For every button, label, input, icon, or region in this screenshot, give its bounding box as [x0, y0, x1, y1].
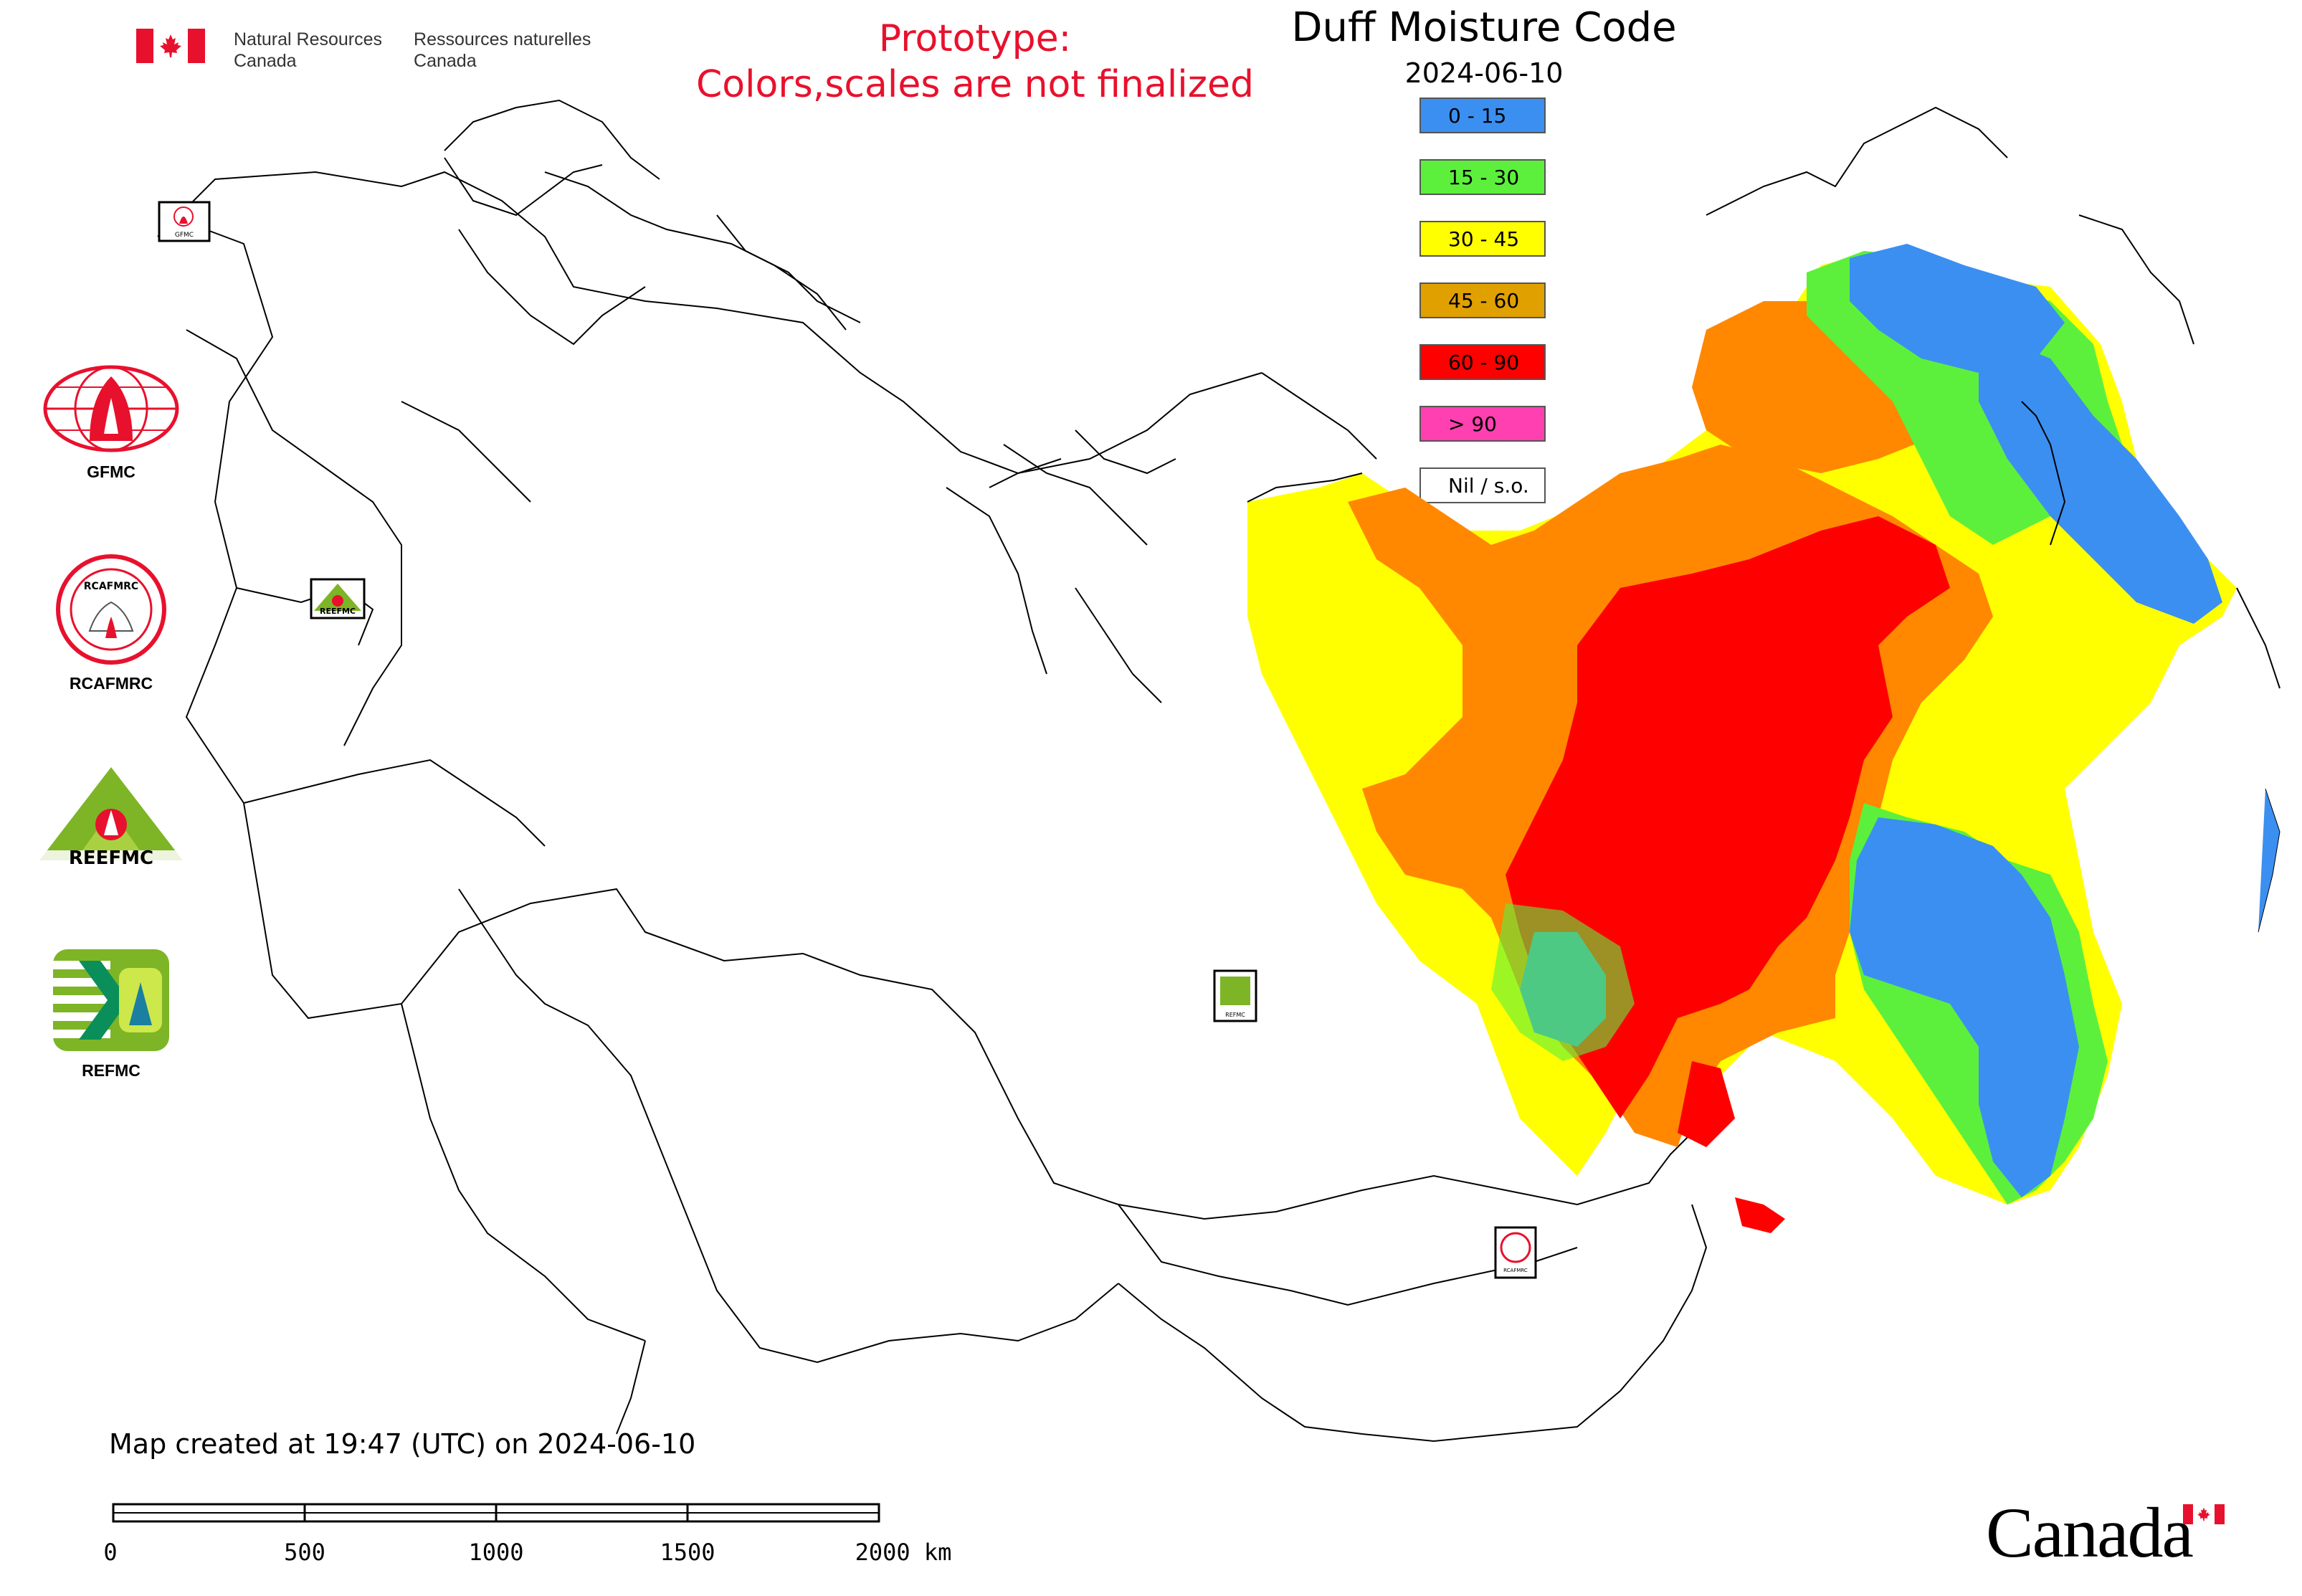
refmc-logo: REFMC [29, 946, 194, 1080]
map-created-text: Map created at 19:47 (UTC) on 2024-06-10 [109, 1428, 696, 1460]
scale-tick-0: 0 [103, 1539, 117, 1566]
reefmc-logo-icon: REEFMC [39, 767, 183, 869]
rcafmrc-logo: RCAFMRC RCAFMRC [29, 552, 194, 693]
canada-wordmark-flag-icon [2183, 1504, 2225, 1524]
legend-item-30-45: 30 - 45 [1419, 221, 1546, 257]
legend-item-60-90: 60 - 90 [1419, 344, 1546, 380]
rcafmrc-caption: RCAFMRC [69, 674, 153, 693]
coastlines [989, 106, 2280, 689]
refmc-badge-text: REFMC [1225, 1012, 1245, 1018]
legend-item-nil: Nil / s.o. [1419, 467, 1546, 503]
rcafmrc-badge-text: RCAFMRC [1503, 1268, 1528, 1273]
government-signature: Natural Resources Canada Ressources natu… [136, 29, 591, 72]
agency-name-fr: Ressources naturelles Canada [414, 29, 591, 71]
refmc-logo-icon [53, 949, 169, 1051]
legend-item-15-30: 15 - 30 [1419, 159, 1546, 195]
gfmc-map-badge: GFMC [158, 201, 211, 242]
canada-wordmark: Canada [1986, 1493, 2194, 1572]
reefmc-logo-text: REEFMC [69, 847, 153, 868]
map-title: Duff Moisture Code [1291, 4, 1677, 51]
scale-tick-1000: 1000 [468, 1539, 523, 1566]
agency-name-en: Natural Resources Canada [234, 29, 383, 71]
scale-tick-500: 500 [284, 1539, 325, 1566]
rcafmrc-map-badge: RCAFMRC [1494, 1226, 1537, 1279]
rcafmrc-inner-text: RCAFMRC [84, 581, 138, 592]
prototype-notice: Prototype: Colors,scales are not finaliz… [695, 17, 1255, 106]
reefmc-logo: REEFMC [29, 767, 194, 870]
scale-tick-1500: 1500 [660, 1539, 715, 1566]
legend-item-45-60: 45 - 60 [1419, 282, 1546, 318]
refmc-map-badge: REFMC [1213, 969, 1257, 1022]
legend-item-over-90: > 90 [1419, 406, 1546, 442]
country-boundaries [157, 99, 1708, 1443]
legend-item-0-15: 0 - 15 [1419, 98, 1546, 133]
gfmc-badge-text: GFMC [175, 232, 194, 239]
scale-tick-2000-km: 2000 km [855, 1539, 952, 1566]
islands [2021, 401, 2280, 933]
rcafmrc-logo-icon: RCAFMRC [56, 554, 166, 665]
gfmc-caption: GFMC [87, 462, 135, 481]
gfmc-logo: GFMC [29, 362, 194, 482]
refmc-caption: REFMC [82, 1061, 141, 1080]
dmc-raster [1247, 244, 2237, 1233]
reefmc-badge-text: REEFMC [320, 607, 356, 616]
scale-bar: 0 500 1000 1500 2000 km [103, 1503, 952, 1566]
map-date: 2024-06-10 [1404, 57, 1564, 89]
reefmc-map-badge: REEFMC [310, 578, 366, 619]
gfmc-logo-icon [43, 365, 179, 452]
canada-flag-icon [136, 29, 205, 63]
